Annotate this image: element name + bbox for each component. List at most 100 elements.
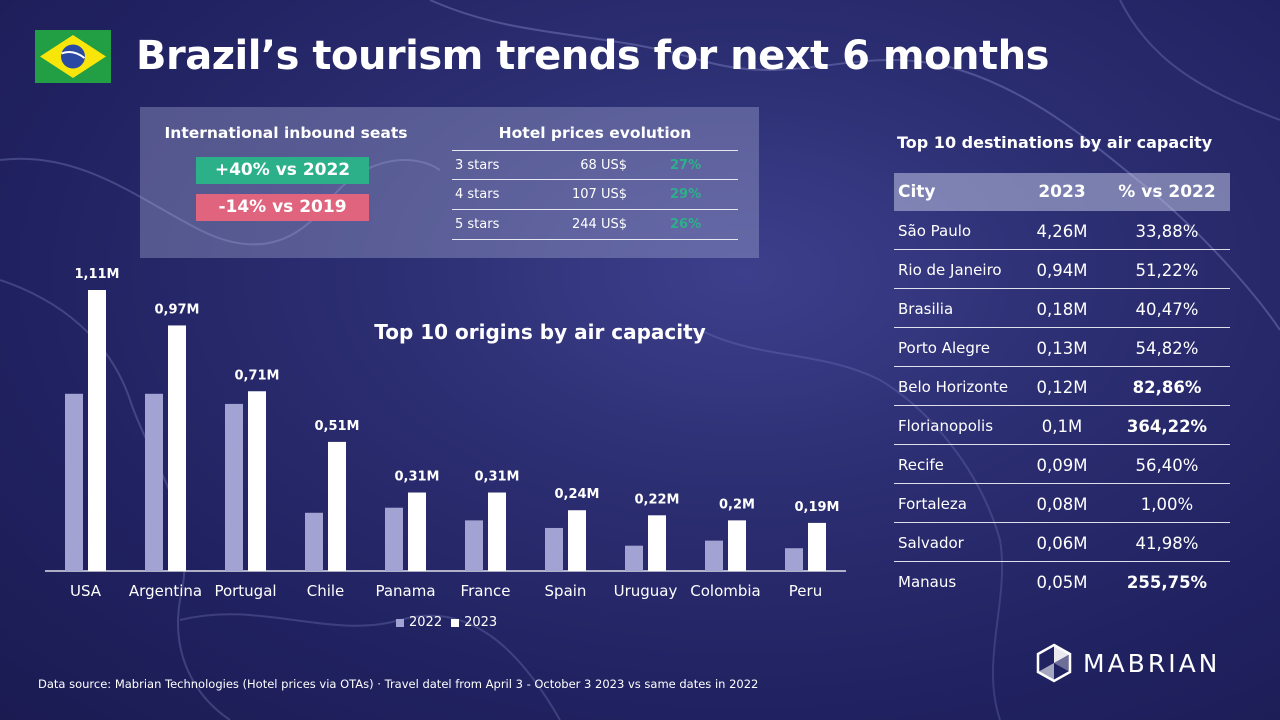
data-label-2023: 0,19M	[794, 500, 839, 515]
destination-city: Recife	[898, 456, 944, 474]
destination-change-vs-2022: 364,22%	[1126, 417, 1208, 436]
header-change: % vs 2022	[1118, 182, 1216, 202]
destination-city: Fortaleza	[898, 495, 967, 513]
destination-city: Florianopolis	[898, 417, 994, 435]
bar-2023-peru	[808, 522, 826, 571]
destination-row: Salvador 0,06M 41,98%	[894, 523, 1230, 562]
destination-capacity-2023: 0,05M	[1036, 573, 1088, 592]
destination-city: São Paulo	[898, 222, 972, 240]
x-tick-label: USA	[70, 582, 102, 600]
destinations-table-body: São Paulo 4,26M 33,88% Rio de Janeiro 0,94M 5…	[894, 211, 1230, 601]
hotel-price: 244 US$	[572, 217, 627, 232]
bar-2023-argentina	[168, 325, 186, 571]
header-year: 2023	[1038, 182, 1086, 202]
inbound-seats-vs-2022-badge: +40% vs 2022	[196, 157, 369, 184]
destination-row: São Paulo 4,26M 33,88%	[894, 211, 1230, 250]
x-tick-label: Argentina	[129, 582, 202, 600]
bar-2022-spain	[545, 527, 563, 571]
destination-city: Belo Horizonte	[898, 378, 1009, 396]
destination-city: Rio de Janeiro	[898, 261, 1002, 279]
destination-change-vs-2022: 1,00%	[1140, 495, 1194, 514]
x-tick-label: Uruguay	[614, 582, 678, 600]
destination-row: Rio de Janeiro 0,94M 51,22%	[894, 250, 1230, 289]
bar-2023-france	[488, 492, 506, 571]
destination-capacity-2023: 0,12M	[1036, 378, 1088, 397]
hotel-price: 107 US$	[572, 187, 627, 202]
page-title: Brazil’s tourism trends for next 6 month…	[136, 33, 1049, 79]
destination-change-vs-2022: 41,98%	[1135, 534, 1199, 553]
destination-capacity-2023: 0,18M	[1036, 300, 1088, 319]
x-tick-label: Spain	[545, 582, 587, 600]
data-label-2023: 0,51M	[314, 419, 359, 434]
bar-2022-usa	[65, 393, 83, 571]
chart-title: Top 10 origins by air capacity	[374, 320, 706, 344]
destination-change-vs-2022: 33,88%	[1135, 222, 1199, 241]
destination-row: Porto Alegre 0,13M 54,82%	[894, 328, 1230, 367]
legend-item-2022: 2022	[396, 615, 442, 630]
destination-change-vs-2022: 51,22%	[1135, 261, 1199, 280]
hotel-price-change: 26%	[670, 217, 702, 232]
legend-item-2023: 2023	[451, 615, 497, 630]
x-tick-label: France	[461, 582, 511, 600]
destination-capacity-2023: 0,13M	[1036, 339, 1088, 358]
bar-2023-usa	[88, 290, 106, 571]
destination-capacity-2023: 4,26M	[1036, 222, 1088, 241]
destination-capacity-2023: 0,06M	[1036, 534, 1088, 553]
bar-2023-chile	[328, 441, 346, 571]
bar-2022-france	[465, 520, 483, 571]
x-tick-label: Colombia	[690, 582, 761, 600]
destinations-table-header: City 2023 % vs 2022	[894, 173, 1230, 211]
data-label-2023: 0,22M	[634, 492, 679, 507]
brazil-flag-icon	[35, 30, 111, 83]
bar-2023-portugal	[248, 391, 266, 571]
hotel-price-row: 3 stars 68 US$ 27%	[452, 150, 738, 180]
mabrian-logo-icon	[1036, 643, 1072, 683]
hotel-price-change: 27%	[670, 158, 702, 173]
destination-city: Salvador	[898, 534, 964, 552]
hotel-price-row: 4 stars 107 US$ 29%	[452, 180, 738, 210]
destination-capacity-2023: 0,1M	[1041, 417, 1083, 436]
inbound-seats-label: International inbound seats	[164, 124, 408, 142]
inbound-seats-vs-2019-badge: -14% vs 2019	[196, 194, 369, 221]
destination-capacity-2023: 0,09M	[1036, 456, 1088, 475]
brand-name: MABRIAN	[1083, 648, 1221, 678]
origins-bar-chart: 1,11M USA 0,97M Argentina 0,71M Portugal 0,51M…	[65, 267, 839, 600]
bar-2022-portugal	[225, 403, 243, 571]
destination-capacity-2023: 0,08M	[1036, 495, 1088, 514]
legend-swatch-2022	[396, 618, 404, 627]
bar-2022-uruguay	[625, 545, 643, 571]
data-label-2023: 0,97M	[154, 302, 199, 317]
x-tick-label: Panama	[375, 582, 435, 600]
hotel-stars: 3 stars	[455, 158, 500, 173]
destination-city: Manaus	[898, 573, 957, 591]
hotel-price: 68 US$	[580, 158, 627, 173]
hotel-prices-table: 3 stars 68 US$ 27% 4 stars 107 US$ 29% 5…	[452, 150, 738, 240]
data-source-note: Data source: Mabrian Technologies (Hotel…	[38, 677, 759, 691]
destination-row: Florianopolis 0,1M 364,22%	[894, 406, 1230, 445]
destination-row: Fortaleza 0,08M 1,00%	[894, 484, 1230, 523]
legend-swatch-2023	[451, 618, 460, 627]
bar-2023-colombia	[728, 520, 746, 571]
data-label-2023: 0,31M	[394, 470, 439, 485]
destination-change-vs-2022: 56,40%	[1135, 456, 1199, 475]
x-tick-label: Portugal	[214, 582, 276, 600]
destinations-table: City 2023 % vs 2022 São Paulo 4,26M 33,88%…	[894, 173, 1230, 601]
bar-2022-chile	[305, 512, 323, 571]
data-label-2023: 1,11M	[74, 267, 119, 282]
brand-logo: MABRIAN	[1034, 643, 1220, 683]
hotel-price-row: 5 stars 244 US$ 26%	[452, 210, 738, 240]
data-label-2023: 0,24M	[554, 487, 599, 502]
kpi-panel: International inbound seats +40% vs 2022…	[140, 107, 759, 258]
hotel-price-change: 29%	[670, 187, 702, 202]
hotel-stars: 4 stars	[455, 187, 500, 202]
data-label-2023: 0,2M	[719, 497, 755, 512]
destination-row: Recife 0,09M 56,40%	[894, 445, 1230, 484]
hotel-prices-title: Hotel prices evolution	[498, 124, 692, 142]
destination-city: Porto Alegre	[898, 339, 990, 357]
destination-change-vs-2022: 54,82%	[1135, 339, 1199, 358]
legend-label-2022: 2022	[409, 615, 443, 630]
destination-change-vs-2022: 255,75%	[1126, 573, 1208, 592]
data-label-2023: 0,71M	[234, 368, 279, 383]
chart-legend: 2022 2023	[396, 615, 506, 630]
